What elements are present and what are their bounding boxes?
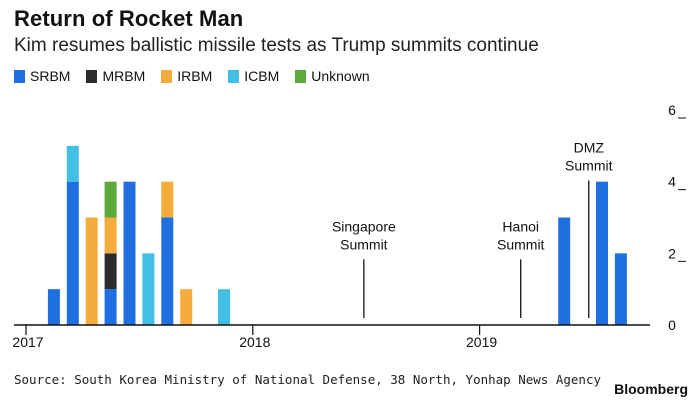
bar-segment-srbm bbox=[596, 181, 608, 325]
bar-segment-srbm bbox=[614, 253, 627, 325]
bar-segment-srbm bbox=[104, 289, 117, 325]
legend-swatch-unknown bbox=[295, 69, 307, 83]
summit-label: Summit bbox=[497, 236, 545, 252]
legend-label-irbm: IRBM bbox=[177, 68, 213, 84]
summit-label: Singapore bbox=[332, 218, 396, 234]
bar-segment-srbm bbox=[47, 289, 60, 325]
legend-item-unknown: Unknown bbox=[295, 68, 370, 84]
bar-segment-irbm bbox=[85, 217, 98, 325]
bar-segment-srbm bbox=[66, 181, 79, 325]
bar-segment-icbm bbox=[66, 145, 79, 182]
bar-segment-icbm bbox=[218, 289, 230, 325]
legend-swatch-srbm bbox=[14, 69, 25, 83]
x-tick-label: 2018 bbox=[239, 334, 270, 350]
bar-segment-irbm bbox=[180, 289, 193, 325]
chart-title: Return of Rocket Man bbox=[14, 6, 244, 31]
bar-segment-mrbm bbox=[104, 253, 117, 290]
y-tick-label: 6 bbox=[668, 102, 676, 118]
summit-label: Hanoi bbox=[502, 218, 539, 234]
summit-label: Summit bbox=[340, 236, 388, 252]
source-note: Source: South Korea Ministry of National… bbox=[14, 372, 601, 387]
legend-label-srbm: SRBM bbox=[30, 68, 71, 84]
legend-swatch-icbm bbox=[228, 69, 240, 83]
bar-segment-irbm bbox=[161, 181, 174, 218]
x-tick-label: 2019 bbox=[466, 334, 497, 350]
chart-legend: SRBM MRBM IRBM ICBM Unknown bbox=[14, 68, 370, 84]
x-tick-label: 2017 bbox=[12, 334, 43, 350]
bloomberg-logo: Bloomberg bbox=[614, 381, 688, 397]
legend-item-srbm: SRBM bbox=[14, 68, 70, 84]
bar-segment-irbm bbox=[104, 217, 117, 254]
y-tick-label: 4 bbox=[668, 174, 676, 190]
bar-segment-srbm bbox=[123, 181, 136, 325]
chart-subtitle: Kim resumes ballistic missile tests as T… bbox=[14, 35, 539, 56]
legend-label-mrbm: MRBM bbox=[102, 68, 146, 84]
summit-label: DMZ bbox=[574, 140, 605, 156]
legend-item-irbm: IRBM bbox=[161, 68, 212, 84]
bar-segment-srbm bbox=[161, 217, 174, 325]
bar-segment-srbm bbox=[558, 217, 571, 325]
legend-swatch-mrbm bbox=[86, 69, 98, 83]
legend-swatch-irbm bbox=[161, 69, 173, 83]
legend-label-icbm: ICBM bbox=[244, 68, 280, 84]
bar-segment-unknown bbox=[104, 181, 117, 218]
legend-item-mrbm: MRBM bbox=[86, 68, 145, 84]
legend-label-unknown: Unknown bbox=[311, 68, 370, 84]
y-tick-label: 0 bbox=[668, 317, 676, 333]
bar-segment-icbm bbox=[142, 253, 155, 325]
summit-label: Summit bbox=[565, 158, 613, 174]
legend-item-icbm: ICBM bbox=[228, 68, 279, 84]
y-tick-label: 2 bbox=[668, 245, 676, 261]
